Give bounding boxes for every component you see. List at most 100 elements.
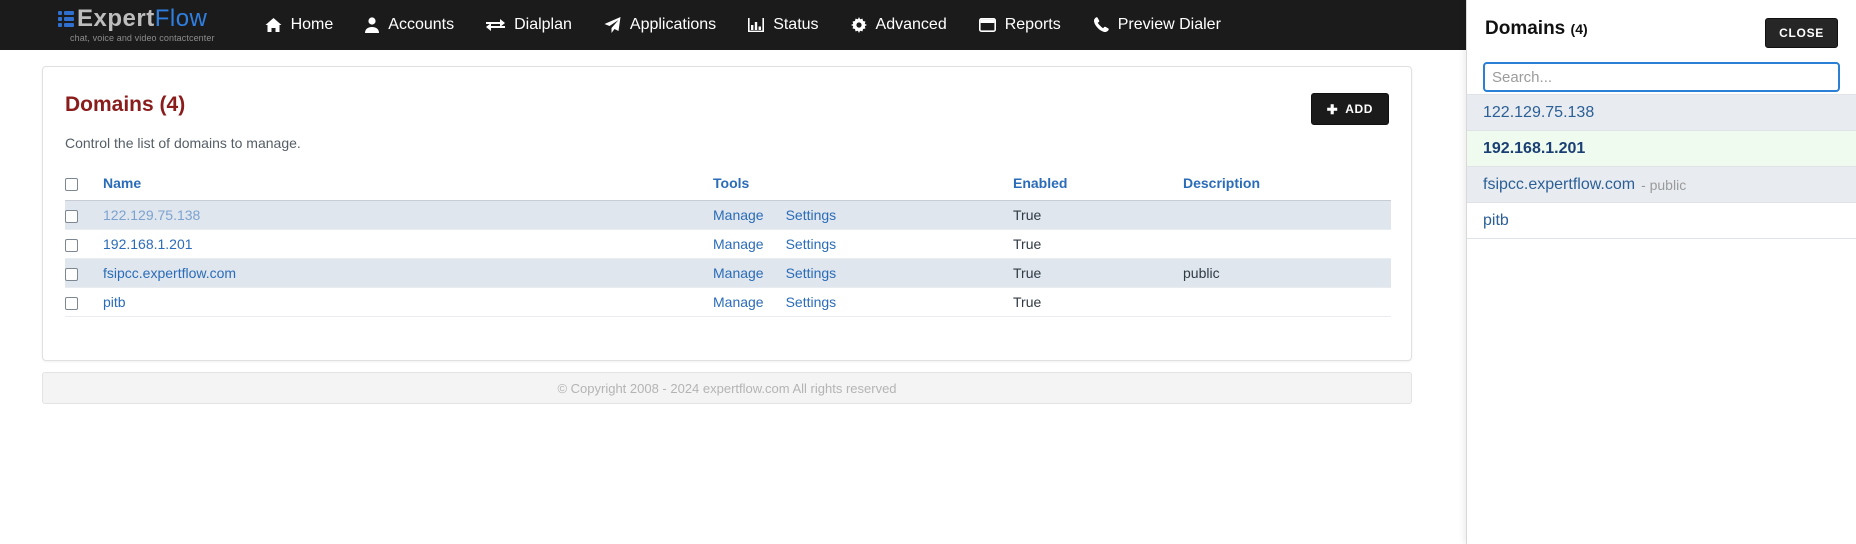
add-button-label: ADD	[1345, 102, 1373, 116]
table-row[interactable]: fsipcc.expertflow.com Manage Settings Tr…	[65, 258, 1391, 288]
brand-tagline: chat, voice and video contactcenter	[70, 33, 215, 43]
header-tools-label: Tools	[713, 175, 750, 191]
nav-item-status[interactable]: Status	[732, 0, 834, 50]
row-enabled-value: True	[1013, 207, 1042, 223]
row-checkbox[interactable]	[65, 267, 78, 281]
row-select-cell	[65, 287, 103, 317]
plus-icon: ✚	[1326, 101, 1339, 117]
list-item-name: 192.168.1.201	[1483, 139, 1586, 157]
table-row[interactable]: 122.129.75.138 Manage Settings True	[65, 200, 1391, 230]
nav-label-dialplan: Dialplan	[514, 16, 572, 33]
row-name-link[interactable]: pitb	[103, 294, 126, 310]
domains-table: Name Tools Enabled Description 12	[65, 175, 1391, 317]
row-enabled-value: True	[1013, 265, 1042, 281]
nav-item-dialplan[interactable]: Dialplan	[470, 0, 588, 50]
nav-item-preview-dialer[interactable]: Preview Dialer	[1077, 0, 1237, 50]
list-item-name: 122.129.75.138	[1483, 103, 1595, 121]
row-tools-cell: Manage Settings	[713, 258, 1013, 288]
nav-label-reports: Reports	[1004, 16, 1061, 33]
select-all-cell	[65, 175, 103, 201]
select-all-checkbox[interactable]	[65, 177, 78, 191]
close-button[interactable]: CLOSE	[1765, 18, 1838, 48]
brand-primary: Expert	[77, 5, 155, 32]
list-item[interactable]: 192.168.1.201	[1467, 131, 1856, 167]
nav-label-accounts: Accounts	[388, 16, 455, 33]
gear-icon	[850, 17, 867, 33]
manage-link[interactable]: Manage	[713, 207, 764, 223]
header-enabled-label: Enabled	[1013, 175, 1068, 191]
nav-item-reports[interactable]: Reports	[963, 0, 1077, 50]
row-description-cell	[1183, 229, 1391, 259]
row-select-cell	[65, 200, 103, 230]
row-name-link[interactable]: 122.129.75.138	[103, 207, 201, 223]
list-item-suffix: - public	[1641, 176, 1687, 193]
row-description-cell	[1183, 287, 1391, 317]
nav-label-applications: Applications	[629, 16, 717, 33]
header-description[interactable]: Description	[1183, 175, 1391, 201]
header-tools[interactable]: Tools	[713, 175, 1013, 201]
domains-side-panel: Domains (4) CLOSE 122.129.75.138 192.168…	[1466, 0, 1856, 544]
paper-plane-icon	[604, 17, 621, 33]
list-item-name: pitb	[1483, 211, 1509, 229]
list-item[interactable]: 122.129.75.138	[1467, 95, 1856, 131]
brand-secondary: Flow	[154, 5, 208, 32]
row-enabled-cell: True	[1013, 229, 1183, 259]
row-checkbox[interactable]	[65, 209, 78, 223]
row-checkbox[interactable]	[65, 296, 78, 310]
row-enabled-cell: True	[1013, 287, 1183, 317]
row-select-cell	[65, 229, 103, 259]
row-checkbox[interactable]	[65, 238, 78, 252]
panel-title-count: (4)	[1570, 21, 1588, 37]
list-item-name: fsipcc.expertflow.com	[1483, 175, 1636, 193]
table-header: Name Tools Enabled Description	[65, 175, 1391, 201]
row-tools-cell: Manage Settings	[713, 200, 1013, 230]
row-enabled-value: True	[1013, 294, 1042, 310]
header-name[interactable]: Name	[103, 175, 713, 201]
row-tools-cell: Manage Settings	[713, 287, 1013, 317]
page-title: Domains (4)	[65, 93, 186, 116]
settings-link[interactable]: Settings	[785, 236, 837, 252]
nav-item-advanced[interactable]: Advanced	[835, 0, 963, 50]
search-input[interactable]	[1483, 62, 1840, 92]
settings-link[interactable]: Settings	[785, 294, 837, 310]
window-icon	[978, 18, 996, 32]
table-row[interactable]: 192.168.1.201 Manage Settings True	[65, 229, 1391, 259]
panel-title: Domains (4)	[1485, 18, 1588, 39]
add-button[interactable]: ✚ ADD	[1310, 93, 1389, 125]
row-name-link[interactable]: 192.168.1.201	[103, 236, 193, 252]
row-description-value: public	[1183, 265, 1220, 281]
copyright-text: © Copyright 2008 - 2024 expertflow.com A…	[557, 380, 897, 396]
user-icon	[365, 17, 380, 33]
manage-link[interactable]: Manage	[713, 236, 764, 252]
nav-label-preview-dialer: Preview Dialer	[1117, 16, 1221, 33]
nav-label-advanced: Advanced	[875, 16, 947, 33]
manage-link[interactable]: Manage	[713, 265, 764, 281]
row-name-cell: 192.168.1.201	[103, 229, 713, 259]
list-item[interactable]: pitb	[1467, 203, 1856, 239]
header-enabled[interactable]: Enabled	[1013, 175, 1183, 201]
panel-title-text: Domains	[1485, 18, 1566, 39]
row-enabled-cell: True	[1013, 200, 1183, 230]
row-name-cell: pitb	[103, 287, 713, 317]
row-select-cell	[65, 258, 103, 288]
panel-search-wrap	[1467, 62, 1856, 92]
nav-item-accounts[interactable]: Accounts	[349, 0, 470, 50]
manage-link[interactable]: Manage	[713, 294, 764, 310]
row-name-link[interactable]: fsipcc.expertflow.com	[103, 265, 237, 281]
settings-link[interactable]: Settings	[785, 265, 837, 281]
brand-logo[interactable]: Expert Flow chat, voice and video contac…	[58, 0, 215, 50]
table-row[interactable]: pitb Manage Settings True	[65, 287, 1391, 317]
row-name-cell: fsipcc.expertflow.com	[103, 258, 713, 288]
settings-link[interactable]: Settings	[785, 207, 837, 223]
close-button-label: CLOSE	[1779, 26, 1824, 40]
header-name-label: Name	[103, 175, 142, 191]
nav-items: Home Accounts Dialplan Applications	[249, 0, 1237, 50]
bar-chart-icon	[748, 17, 765, 33]
panel-domain-list: 122.129.75.138 192.168.1.201 fsipcc.expe…	[1467, 94, 1856, 239]
list-item[interactable]: fsipcc.expertflow.com - public	[1467, 167, 1856, 203]
nav-item-home[interactable]: Home	[249, 0, 350, 50]
row-enabled-cell: True	[1013, 258, 1183, 288]
nav-item-applications[interactable]: Applications	[588, 0, 732, 50]
logo-mark-icon	[58, 11, 74, 27]
